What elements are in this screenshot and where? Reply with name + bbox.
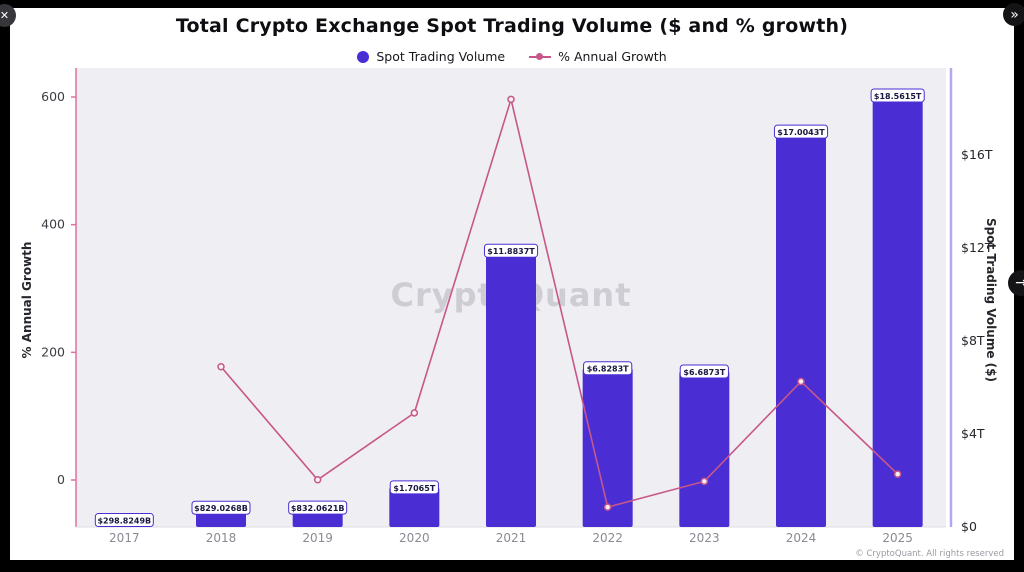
bar-value-box-2019 [288,500,348,515]
bar-value-box-2023 [679,364,729,379]
x-axis-label-2017: 2017 [109,531,140,545]
annual-growth-point[interactable] [313,475,322,484]
bar-value-label-2024: $17.0043T [777,128,825,137]
bar-value-box-2025 [870,88,925,103]
right-axis-tick-label: $16T [961,147,993,162]
annual-growth-point[interactable] [700,477,709,486]
right-axis-tick-label: $12T [961,240,993,255]
x-axis-label-2024: 2024 [786,531,817,545]
annual-growth-point[interactable] [410,409,419,417]
left-axis-tick-label: 200 [41,344,65,359]
next-arrow-button[interactable]: → [1008,270,1024,296]
bar-2022[interactable] [582,368,633,527]
x-axis-label-2025: 2025 [882,531,913,545]
legend-item-spot-volume[interactable]: Spot Trading Volume [357,49,505,64]
bar-value-box-2017 [94,513,154,528]
annual-growth-point[interactable] [603,503,612,511]
chart-card: CryptoQuant0200400600$0$4T$8T$12T$16T201… [10,8,1014,560]
annual-growth-point[interactable] [217,363,225,371]
annual-growth-point[interactable] [893,470,902,478]
spot-volume-legend-label: Spot Trading Volume [376,49,506,64]
close-button[interactable]: ✕ [0,4,16,27]
x-axis-label-2021: 2021 [496,531,527,545]
bar-value-label-2023: $6.6873T [683,368,725,377]
x-axis-label-2019: 2019 [302,531,333,545]
close-icon: ✕ [0,9,10,22]
bar-value-box-2020 [389,480,439,495]
chart-plot: CryptoQuant0200400600$0$4T$8T$12T$16T201… [41,68,993,545]
x-axis-label-2022: 2022 [592,531,623,545]
left-axis-tick-label: 400 [41,217,65,232]
bar-value-label-2017: $298.8249B [97,517,151,526]
annual-growth-legend-label: % Annual Growth [558,49,667,64]
copyright-notice: © CryptoQuant. All rights reserved [855,549,1004,559]
right-axis-tick-label: $4T [961,426,985,441]
annual-growth-legend-icon [529,53,552,60]
bar-2024[interactable] [776,131,826,527]
left-axis-title: % Annual Growth [20,241,34,359]
x-axis-label-2018: 2018 [206,531,237,545]
x-axis-label-2020: 2020 [399,531,430,545]
left-axis-tick-label: 0 [57,472,65,487]
x-axis-label-2023: 2023 [689,531,720,545]
annual-growth-legend-dot [536,53,544,60]
right-axis-title: Spot Trading Volume ($) [984,218,998,382]
bar-value-label-2018: $829.0268B [194,504,248,513]
arrow-right-icon: → [1015,275,1024,291]
bar-value-box-2024 [773,124,829,139]
chart-legend: Spot Trading Volume % Annual Growth [10,49,1014,64]
annual-growth-line [220,96,899,509]
right-axis-tick-label: $8T [961,333,985,348]
left-axis-tick-label: 600 [41,89,65,104]
chart-title: Total Crypto Exchange Spot Trading Volum… [175,15,849,37]
bar-value-label-2021: $11.8837T [487,247,535,256]
bar-value-label-2022: $6.8283T [587,365,629,374]
bar-2021[interactable] [486,250,536,527]
bar-value-label-2025: $18.5615T [874,92,922,101]
collapse-chevron-button[interactable]: » [1003,3,1024,26]
bar-2020[interactable] [389,487,440,527]
annual-growth-point[interactable] [797,377,805,386]
right-axis-tick-label: $0 [961,519,977,534]
bar-value-label-2020: $1.7065T [393,484,435,493]
bar-value-label-2019: $832.0621B [291,504,345,513]
bar-2025[interactable] [872,95,923,527]
legend-item-annual-growth[interactable]: % Annual Growth [529,49,667,64]
double-chevron-icon: » [1010,6,1019,23]
bar-2023[interactable] [679,371,730,527]
bar-value-box-2018 [191,500,251,515]
bar-value-box-2022 [583,361,633,376]
bar-value-box-2021 [483,243,539,258]
spot-volume-legend-icon [357,50,370,63]
annual-growth-point[interactable] [507,95,515,104]
